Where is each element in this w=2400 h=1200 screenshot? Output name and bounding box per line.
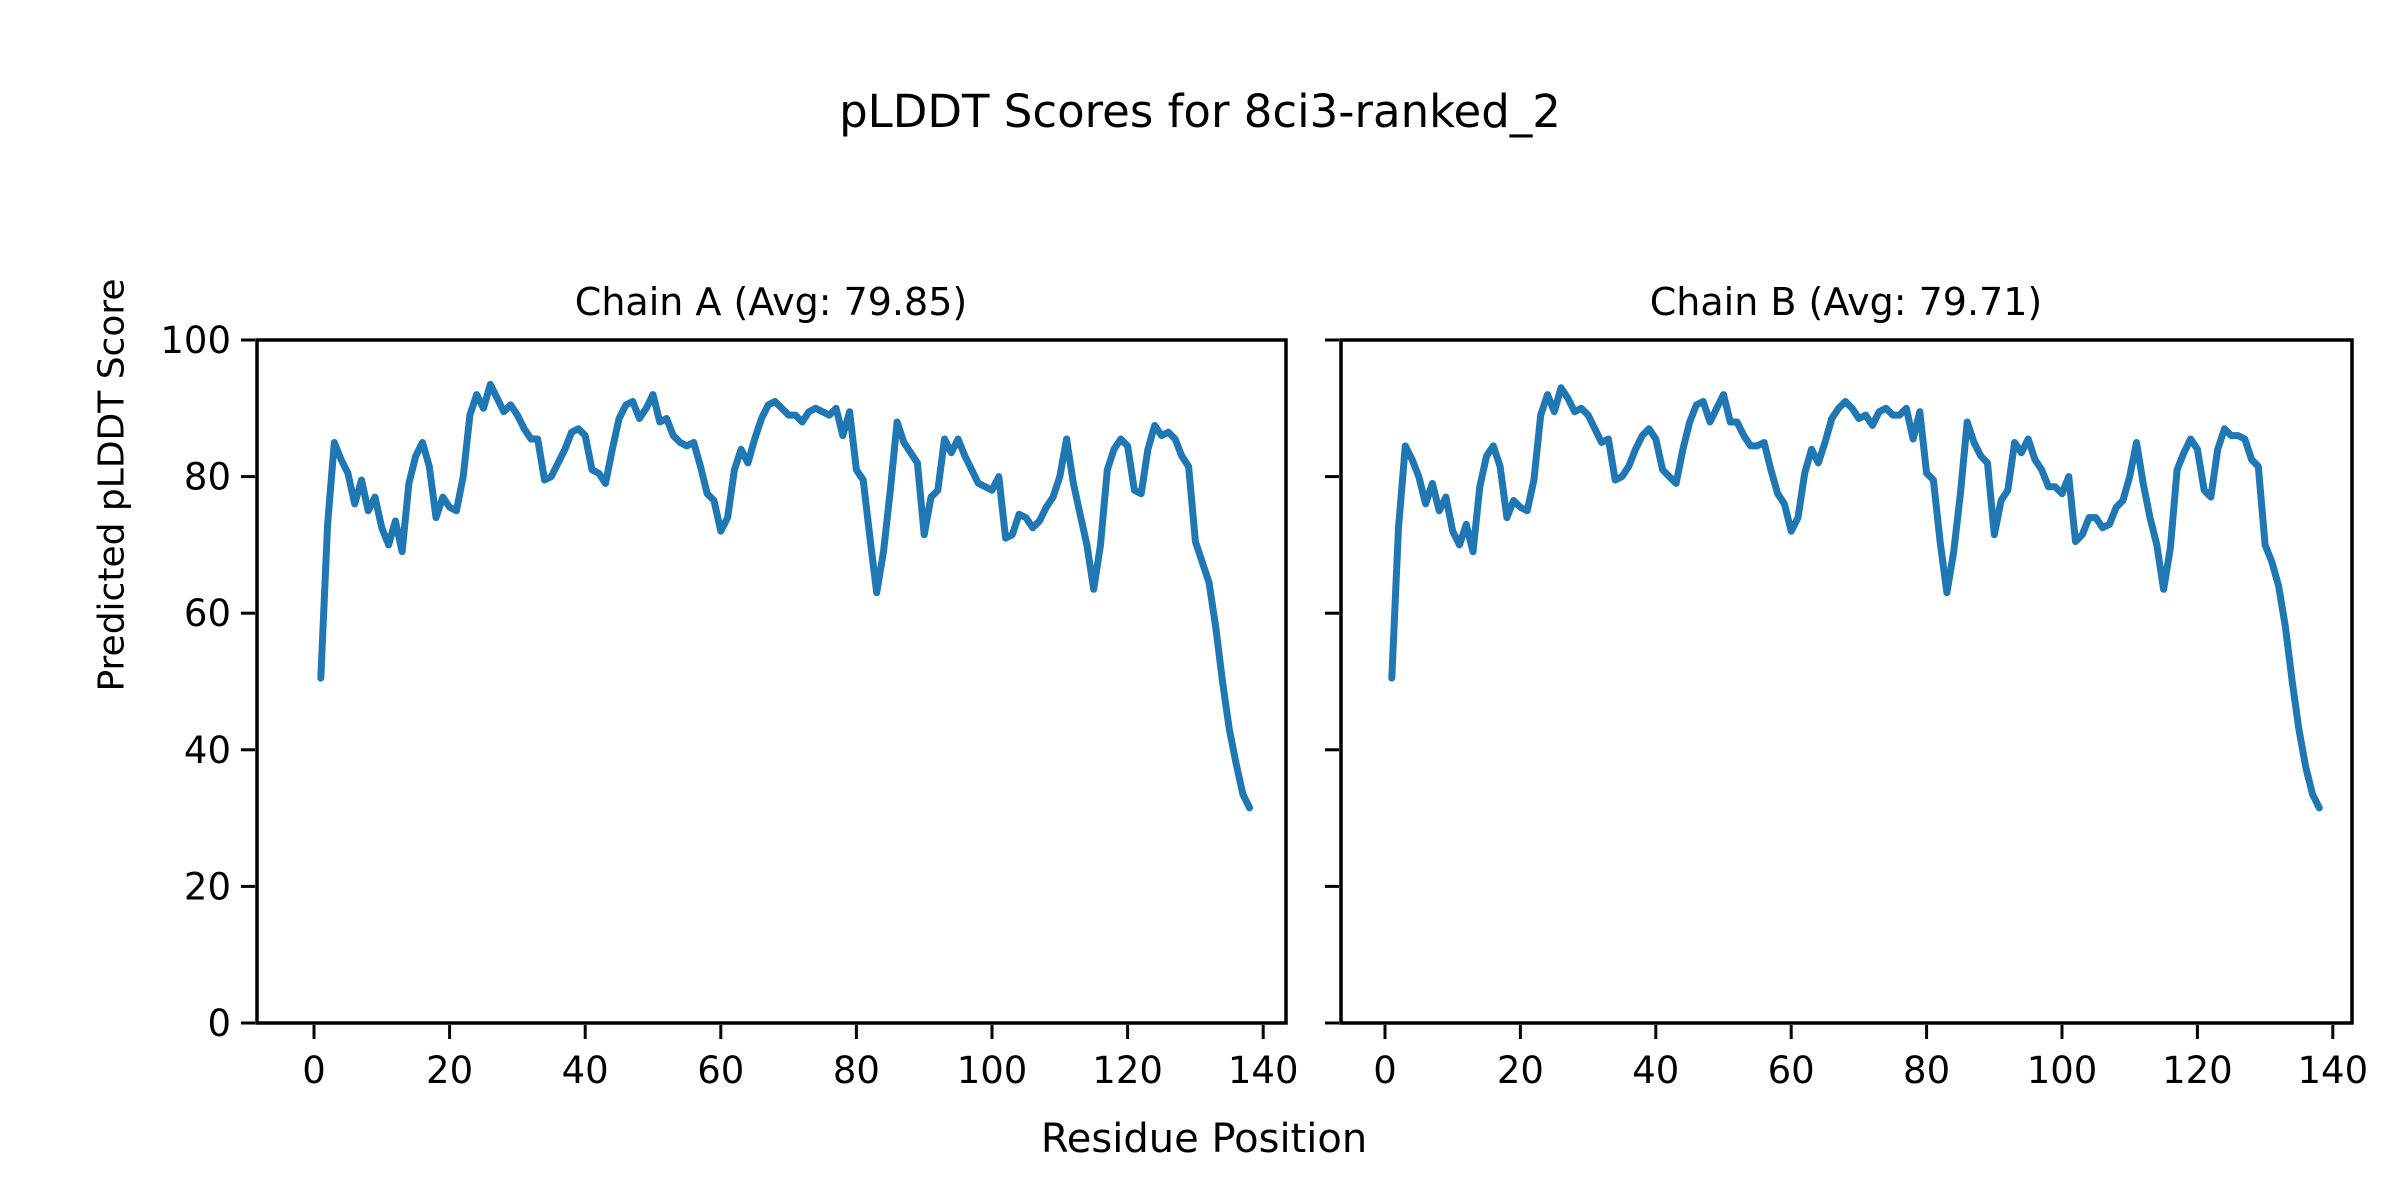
y-axis-label: Predicted pLDDT Score — [91, 278, 133, 692]
plddt-line-chain-a — [317, 380, 1254, 812]
plot-frame-chain-a — [255, 338, 1288, 1025]
x-tick-label-chain-a: 140 — [1228, 1049, 1299, 1092]
x-tick-label-chain-a: 40 — [562, 1049, 609, 1092]
x-tick-label-chain-a: 0 — [302, 1049, 326, 1092]
x-tick-label-chain-b: 20 — [1497, 1049, 1544, 1092]
x-tick-label-chain-a: 20 — [426, 1049, 473, 1092]
x-tick-label-chain-a: 60 — [697, 1049, 744, 1092]
plddt-line-chain-b — [1388, 384, 2323, 812]
plot-frame-chain-b — [1339, 338, 2354, 1025]
y-tick-label: 0 — [207, 1002, 231, 1045]
x-tick-label-chain-b: 140 — [2297, 1049, 2368, 1092]
x-axis-label: Residue Position — [1040, 1116, 1368, 1162]
figure-title: pLDDT Scores for 8ci3-ranked_2 — [839, 85, 1561, 138]
y-tick-label: 100 — [160, 319, 231, 362]
chain-a-subplot-title: Chain A (Avg: 79.85) — [574, 280, 968, 324]
x-tick-label-chain-b: 80 — [1903, 1049, 1950, 1092]
y-tick-label: 60 — [184, 592, 231, 635]
x-tick-label-chain-b: 40 — [1632, 1049, 1679, 1092]
x-tick-label-chain-b: 0 — [1373, 1049, 1397, 1092]
x-tick-label-chain-b: 100 — [2027, 1049, 2098, 1092]
y-tick-label: 40 — [184, 729, 231, 772]
y-tick-label: 20 — [184, 865, 231, 908]
x-tick-label-chain-a: 80 — [833, 1049, 880, 1092]
chain-b-subplot-title: Chain B (Avg: 79.71) — [1649, 280, 2043, 324]
x-tick-label-chain-b: 120 — [2162, 1049, 2233, 1092]
x-tick-label-chain-a: 100 — [957, 1049, 1028, 1092]
x-tick-label-chain-a: 120 — [1092, 1049, 1163, 1092]
x-tick-label-chain-b: 60 — [1768, 1049, 1815, 1092]
y-tick-label: 80 — [184, 456, 231, 499]
